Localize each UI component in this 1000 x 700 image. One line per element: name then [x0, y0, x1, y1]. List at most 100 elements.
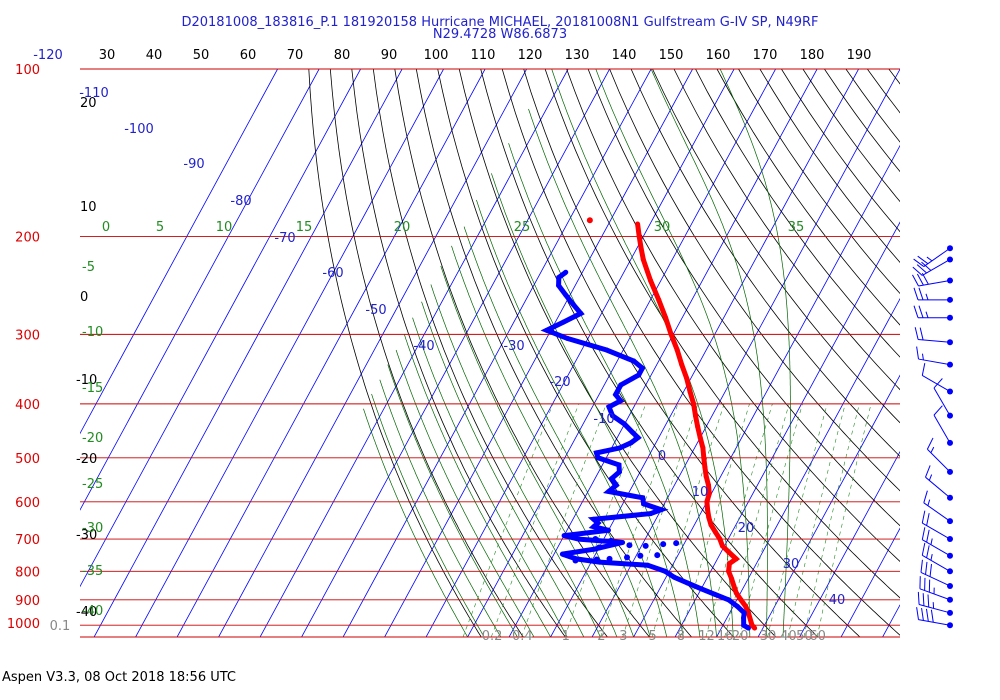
dewpoint-point [561, 533, 567, 539]
dewpoint-point [606, 404, 612, 410]
dry-adiabat-label: 0 [80, 290, 88, 305]
isotherm-line [176, 69, 486, 637]
mixing-ratio-label: 2 [597, 629, 605, 644]
dewpoint-point [556, 274, 562, 280]
wind-barb-flag [926, 545, 930, 558]
wind-barb-flag [916, 273, 924, 286]
isotherm-label: -70 [274, 231, 295, 246]
temperature-point [697, 435, 703, 441]
temperature-point [700, 445, 706, 451]
moist-adiabat-label: 35 [788, 220, 805, 235]
dewpoint-point [570, 301, 576, 307]
moist-adiabat-line [508, 143, 701, 637]
temperature-point [663, 315, 669, 321]
wind-barb-station [947, 568, 953, 575]
dewpoint-point [641, 501, 647, 507]
wind-barb-flag [913, 287, 919, 300]
dewpoint-point [613, 392, 619, 398]
mixing-ratio-line [816, 403, 872, 637]
dewpoint-point [604, 347, 610, 353]
dewpoint-point [610, 413, 616, 419]
isotherm-label: 30 [783, 557, 800, 572]
dewpoint-point [725, 597, 731, 603]
top-axis-label: 40 [146, 48, 163, 63]
temperature-point [656, 297, 662, 303]
pressure-label: 100 [15, 63, 40, 78]
wind-barb-station [947, 494, 953, 501]
top-axis-label: 110 [471, 48, 496, 63]
wind-barb-flag [917, 255, 929, 265]
moist-adiabat-label: -10 [82, 325, 103, 340]
wind-barb-staff [922, 522, 951, 540]
dry-adiabat-label: -40 [76, 605, 97, 620]
temperature-point [640, 256, 646, 262]
wind-barb-flag [921, 362, 926, 376]
mixing-ratio-label: 20 [732, 629, 749, 644]
wind-barb-staff [918, 279, 951, 287]
wind-barb-station [947, 339, 953, 346]
wind-barb-flag [921, 527, 926, 540]
dry-adiabat-line [329, 69, 524, 637]
wind-barb-flag [918, 305, 924, 318]
moist-adiabat-line [440, 265, 618, 637]
moist-adiabat-line [403, 334, 551, 637]
dewpoint-point [618, 382, 624, 388]
moist-adiabat-label: 15 [296, 220, 313, 235]
mixing-ratio-lines [462, 403, 872, 637]
temperature-point [726, 549, 732, 555]
wind-barb-station [947, 468, 953, 475]
mixing-ratio-line [622, 403, 699, 637]
moist-adiabat-label: 5 [156, 220, 164, 235]
dewpoint-point [637, 552, 644, 559]
wind-barb-staff [927, 448, 951, 473]
wind-barb-station [947, 582, 953, 589]
dewpoint-point [617, 445, 623, 451]
wind-barb-flag [925, 561, 928, 575]
dewpoint-point [648, 511, 654, 517]
top-axis-label: -120 [33, 48, 63, 63]
dewpoint-point [636, 372, 642, 378]
wind-barb-flag [929, 564, 933, 577]
dewpoint-point [591, 524, 597, 530]
moist-adiabat-line [379, 379, 502, 637]
moist-adiabat-label: 30 [654, 220, 671, 235]
wind-barb-flag [916, 346, 919, 360]
isotherm-label: -30 [503, 339, 524, 354]
dry-adiabat-line [308, 69, 482, 637]
isotherm-label: 0 [658, 449, 666, 464]
temperature-point [703, 473, 709, 479]
temperature-point [691, 401, 697, 407]
temperature-point [674, 347, 680, 353]
dewpoint-point [559, 551, 565, 557]
moist-adiabat-line [371, 393, 485, 637]
wind-barb-staff [933, 414, 951, 444]
top-axis-label: 50 [193, 48, 210, 63]
mixing-ratio-line [724, 403, 790, 637]
isotherm-label: 10 [692, 485, 709, 500]
temperature-point [708, 522, 714, 528]
wind-barb-station [947, 314, 953, 321]
dewpoint-point [592, 536, 599, 543]
temperature-point [695, 424, 701, 430]
isotherm-label: -110 [79, 86, 109, 101]
wind-barb-flag [917, 591, 920, 605]
moist-adiabat-label: -25 [82, 477, 103, 492]
mixing-ratio-label: 50 [796, 629, 813, 644]
dewpoint-point [613, 482, 619, 488]
dewpoint-point [685, 580, 691, 586]
dewpoint-point [596, 544, 603, 551]
top-axis-label: 100 [424, 48, 449, 63]
temperature-point [638, 245, 644, 251]
temperature-point [745, 610, 751, 616]
dewpoint-point [593, 450, 599, 456]
mixing-ratio-label: 8 [677, 629, 685, 644]
mixing-ratio-label: 40 [780, 629, 797, 644]
dewpoint-point [630, 429, 636, 435]
dewpoint-point [595, 455, 601, 461]
dewpoint-point [639, 365, 645, 371]
isotherm-label: -60 [322, 266, 343, 281]
pressure-label: 300 [15, 328, 40, 343]
isotherm-line [135, 69, 444, 637]
dewpoint-point [618, 398, 624, 404]
dewpoint-point [561, 319, 567, 325]
